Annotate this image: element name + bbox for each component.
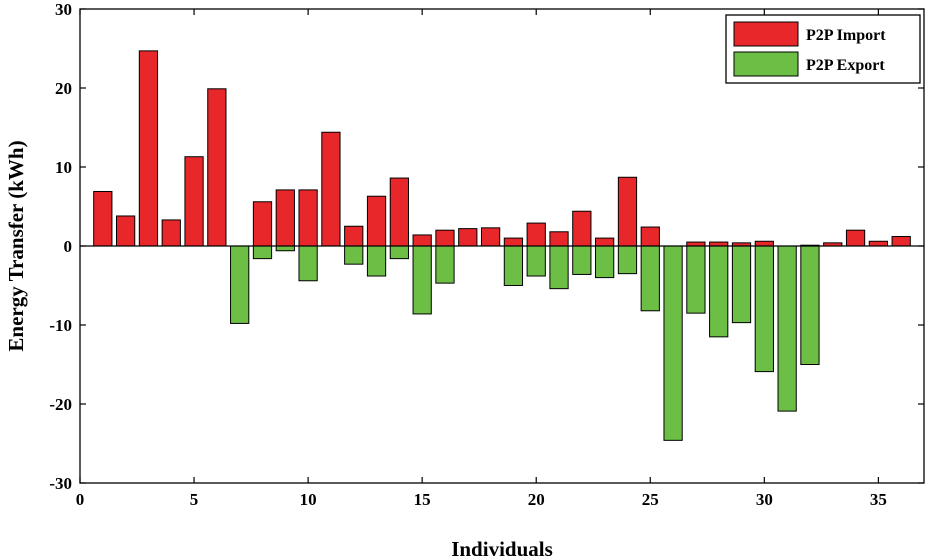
bar-import-10 (298, 189, 318, 247)
bar-import-19 (503, 237, 524, 247)
bar-export-25 (640, 245, 660, 312)
bar-import-35 (868, 240, 888, 247)
bar-import-11 (321, 131, 341, 247)
bar-export-10 (298, 245, 318, 282)
bar-import-22 (572, 210, 592, 247)
x-tick-label-20: 20 (528, 490, 545, 509)
bar-import-36 (891, 236, 911, 247)
bar-export-9 (275, 245, 295, 252)
bar-import-17 (458, 228, 478, 247)
bar-import-18 (480, 227, 501, 247)
bar-export-32 (800, 245, 820, 365)
bar-export-30 (754, 245, 774, 373)
x-tick-label-30: 30 (756, 490, 773, 509)
bar-export-28 (709, 245, 729, 338)
bar-import-15 (412, 234, 432, 247)
bar-import-20 (526, 222, 546, 247)
bar-export-16 (435, 245, 455, 284)
bar-export-23 (595, 245, 615, 279)
bar-import-6 (207, 88, 227, 247)
x-axis-title: Individuals (451, 537, 553, 559)
bar-import-16 (435, 229, 455, 247)
bar-import-14 (389, 177, 409, 247)
legend-label-export: P2P Export (806, 57, 885, 74)
x-tick-label-0: 0 (76, 490, 85, 509)
y-tick-label--20: -20 (49, 395, 72, 414)
bar-import-25 (640, 226, 660, 247)
axis-ticks: 0 5 10 15 20 25 30 35 30 20 10 0 -10 -20 -30 (49, 0, 924, 509)
y-tick-label--10: -10 (49, 316, 72, 335)
bar-import-23 (595, 237, 615, 247)
bar-export-13 (366, 245, 387, 277)
bar-import-5 (184, 156, 204, 247)
bar-import-12 (344, 225, 364, 247)
y-tick-label-10: 10 (55, 158, 72, 177)
bar-import-30 (754, 240, 774, 247)
bar-import-34 (845, 229, 866, 247)
y-tick-label-0: 0 (64, 237, 73, 256)
y-axis-title: Energy Transfer (kWh) (4, 140, 28, 351)
x-tick-label-35: 35 (870, 490, 887, 509)
bar-export-12 (344, 245, 364, 265)
bar-export-22 (572, 245, 592, 275)
y-tick-label-30: 30 (55, 0, 72, 19)
bar-import-9 (275, 189, 295, 247)
bar-import-8 (252, 201, 273, 247)
legend-label-import: P2P Import (806, 27, 886, 44)
x-tick-label-5: 5 (190, 490, 199, 509)
bar-export-19 (503, 245, 524, 286)
bar-import-21 (549, 231, 569, 247)
bar-export-14 (389, 245, 409, 260)
bar-export-31 (777, 245, 797, 412)
bars-layer (93, 50, 911, 441)
bar-export-26 (663, 245, 683, 441)
legend-swatch-import (733, 21, 799, 47)
legend-swatch-export (733, 51, 799, 77)
y-tick-label--30: -30 (49, 474, 72, 493)
bar-export-29 (731, 245, 752, 324)
bar-export-27 (686, 245, 706, 314)
bar-import-13 (366, 195, 387, 247)
bar-export-7 (230, 245, 250, 324)
bar-export-8 (252, 245, 273, 260)
x-tick-label-25: 25 (642, 490, 659, 509)
bar-export-15 (412, 245, 432, 315)
bar-import-1 (93, 190, 113, 247)
bar-export-21 (549, 245, 569, 290)
bar-import-3 (138, 50, 159, 247)
x-tick-label-10: 10 (300, 490, 317, 509)
bar-export-20 (526, 245, 546, 277)
bar-import-4 (161, 219, 181, 247)
y-tick-label-20: 20 (55, 79, 72, 98)
x-tick-label-15: 15 (414, 490, 431, 509)
bar-export-24 (617, 245, 638, 275)
bar-import-2 (116, 215, 136, 247)
legend: P2P Import P2P Export (725, 14, 921, 84)
bar-import-24 (617, 176, 638, 247)
